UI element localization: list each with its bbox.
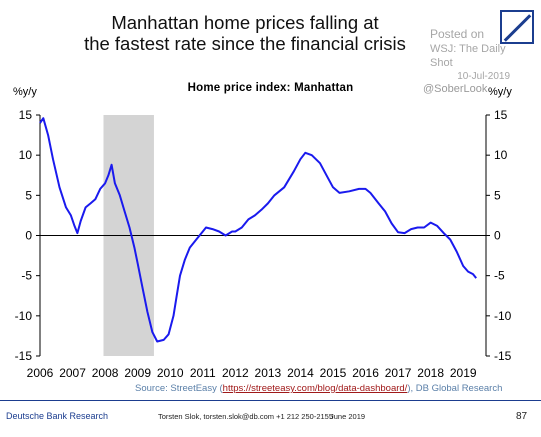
footer-org: Deutsche Bank Research [6,411,109,421]
y-tick-label-left: -5 [21,269,32,283]
x-tick-label: 2013 [255,366,282,380]
source-prefix: Source: StreetEasy ( [135,383,223,394]
x-tick-label: 2008 [92,366,119,380]
slide-title: Manhattan home prices falling at the fas… [60,12,430,54]
x-tick-label: 2015 [320,366,347,380]
x-tick-label: 2016 [352,366,379,380]
footer-date: June 2019 [330,412,366,421]
x-tick-label: 2019 [450,366,477,380]
y-tick-label-left: 10 [19,148,33,162]
y-tick-label-right: 0 [494,229,501,243]
twitter-handle: @SoberLook [423,83,488,95]
y-tick-label-right: 15 [494,108,508,122]
y-tick-label-left: 5 [25,188,32,202]
y-tick-label-left: 0 [25,229,32,243]
slide-title-line1: Manhattan home prices falling at [111,12,379,33]
y-tick-label-left: -10 [15,309,33,323]
slide-title-line2: the fastest rate since the financial cri… [84,33,406,54]
source-link[interactable]: https://streeteasy.com/blog/data-dashboa… [222,383,408,394]
posted-label: Posted on [430,27,485,41]
x-tick-label: 2011 [190,366,216,380]
y-tick-label-right: -10 [494,309,512,323]
y-axis-label-right: %y/y [488,86,512,98]
posted-info: Posted on WSJ: The Daily Shot 10-Jul-201… [430,27,520,84]
x-tick-label: 2010 [157,366,184,380]
chart-title: Home price index: Manhattan [187,82,354,94]
posted-source: WSJ: The Daily Shot [430,43,506,69]
x-tick-label: 2012 [222,366,249,380]
deutsche-bank-logo-icon [500,10,534,44]
x-tick-label: 2018 [417,366,444,380]
x-tick-label: 2009 [124,366,151,380]
x-tick-label: 2007 [59,366,86,380]
y-tick-label-right: -15 [494,349,512,363]
x-tick-label: 2017 [385,366,412,380]
footer-contact: Torsten Slok, torsten.slok@db.com +1 212… [158,412,334,421]
posted-date: 10-Jul-2019 [457,71,510,82]
x-tick-label: 2006 [27,366,54,380]
source-suffix: ), DB Global Research [407,383,503,394]
source-note: Source: StreetEasy (https://streeteasy.c… [135,383,502,394]
y-tick-label-right: 5 [494,188,501,202]
page-number: 87 [516,411,528,422]
y-tick-label-right: -5 [494,269,505,283]
series-line [39,117,477,343]
y-tick-label-left: 15 [19,108,33,122]
y-tick-label-right: 10 [494,148,508,162]
y-axis-label-left: %y/y [13,86,37,98]
x-tick-label: 2014 [287,366,314,380]
footer-divider [0,400,541,401]
line-chart: 15 15 10 10 5 5 0 0 -5 -5 -10 -10 -15 -15 2006 2007 2008… [15,108,512,380]
y-tick-label-left: -15 [15,349,33,363]
